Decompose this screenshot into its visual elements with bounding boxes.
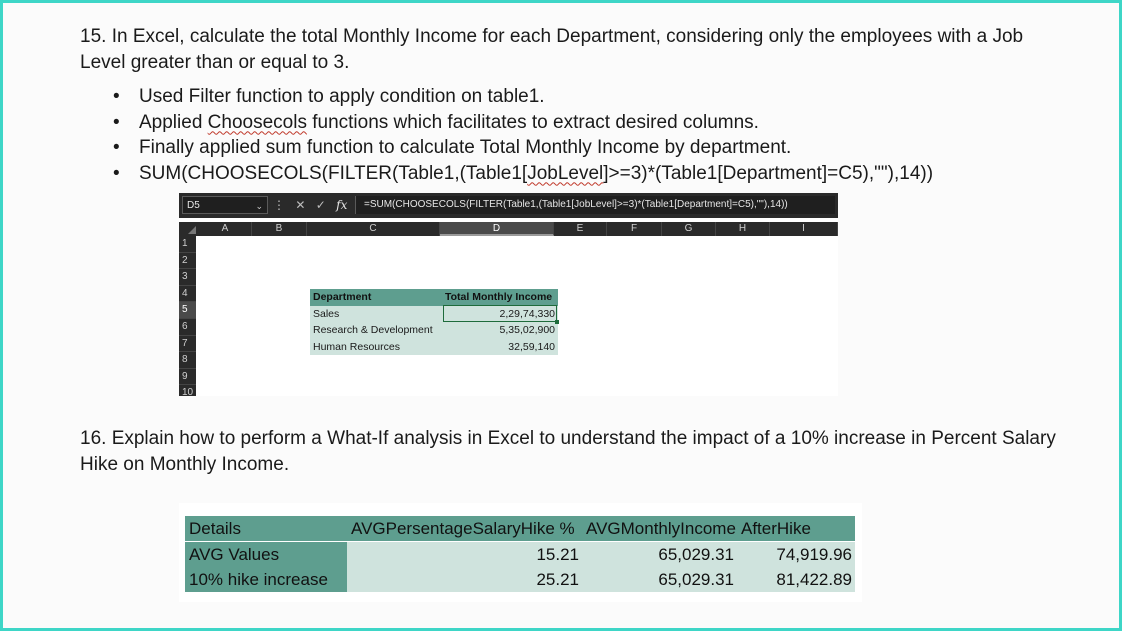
row-header[interactable]: 3 <box>179 269 196 286</box>
formula-bar: D5 ⌄ ⋮ ✕ ✓ fx =SUM(CHOOSECOLS(FILTER(Tabl… <box>179 193 838 218</box>
fx-icon[interactable]: fx <box>336 198 348 212</box>
cell[interactable]: 32,59,140 <box>508 340 555 353</box>
row-header[interactable]: 7 <box>179 336 196 353</box>
chevron-down-icon[interactable]: ⌄ <box>255 201 263 211</box>
table-row: AVG Values 15.21 65,029.31 74,919.96 <box>185 541 855 567</box>
formula-input[interactable]: =SUM(CHOOSECOLS(FILTER(Table1,(Table1[Jo… <box>355 196 835 214</box>
header-cell: AVGMonthlyIncome <box>586 519 736 538</box>
header-cell[interactable]: Department <box>313 291 372 303</box>
column-header[interactable]: E <box>554 222 607 236</box>
question-15: 15. In Excel, calculate the total Monthl… <box>80 26 1024 73</box>
row-header[interactable]: 2 <box>179 253 196 270</box>
column-header[interactable]: B <box>252 222 307 236</box>
table-row: Human Resources 32,59,140 <box>310 338 558 356</box>
row-headers: 1 2 3 4 5 6 7 8 9 10 <box>179 236 196 396</box>
column-headers: A B C D E F G H I <box>179 222 838 236</box>
table-row: Research & Development 5,35,02,900 <box>310 322 558 339</box>
cell[interactable]: Human Resources <box>313 340 400 353</box>
header-cell[interactable]: Total Monthly Income <box>445 291 553 303</box>
header-cell: AfterHike <box>741 519 811 538</box>
table-header-row: Details AVGPersentageSalaryHike % AVGMon… <box>185 516 855 541</box>
column-header[interactable]: C <box>307 222 440 236</box>
row-header[interactable]: 10 <box>179 385 196 396</box>
question-16: 16. Explain how to perform a What-If ana… <box>80 428 1056 475</box>
formula-bar-icons: ⋮ ✕ ✓ fx <box>273 196 354 214</box>
column-header[interactable]: A <box>199 222 252 236</box>
cancel-icon[interactable]: ✕ <box>295 198 306 212</box>
column-header[interactable]: D <box>440 222 554 236</box>
cell[interactable]: 2,29,74,330 <box>499 307 555 320</box>
row-label: AVG Values <box>185 541 347 567</box>
cell[interactable]: 5,35,02,900 <box>499 324 555 337</box>
table-header-row: Department Total Monthly Income <box>310 289 558 306</box>
cell: 25.21 <box>347 567 582 592</box>
row-header[interactable]: 1 <box>179 236 196 253</box>
column-header[interactable]: F <box>607 222 662 236</box>
header-cell: Details <box>185 516 347 541</box>
bullet-item: • Applied Choosecols functions which faci… <box>113 111 759 133</box>
cell: 15.21 <box>347 541 582 567</box>
row-header[interactable]: 5 <box>179 302 196 319</box>
row-header[interactable]: 9 <box>179 369 196 386</box>
header-cell: AVGPersentageSalaryHike % <box>351 519 575 538</box>
cell: 65,029.31 <box>582 541 737 567</box>
bullet-item: • Used Filter function to apply condition… <box>113 86 545 107</box>
select-all-corner[interactable] <box>179 222 199 236</box>
what-if-table: Details AVGPersentageSalaryHike % AVGMon… <box>179 503 862 602</box>
active-cell-d5[interactable] <box>443 305 559 324</box>
table-row: 10% hike increase 25.21 65,029.31 81,422… <box>185 567 855 592</box>
cell: 74,919.96 <box>737 541 855 567</box>
cell: 81,422.89 <box>737 567 855 592</box>
cell[interactable]: Research & Development <box>313 324 433 337</box>
check-icon[interactable]: ✓ <box>315 198 326 212</box>
bullet-item: • SUM(CHOOSECOLS(FILTER(Table1,(Table1[Jo… <box>113 162 934 184</box>
column-header[interactable]: H <box>716 222 770 236</box>
cell: 65,029.31 <box>582 567 737 592</box>
bullet-item: • Finally applied sum function to calcula… <box>113 137 792 158</box>
excel-screenshot: D5 ⌄ ⋮ ✕ ✓ fx =SUM(CHOOSECOLS(FILTER(Tabl… <box>179 193 838 396</box>
name-box[interactable]: D5 ⌄ <box>182 196 268 214</box>
table-row: Sales 2,29,74,330 <box>310 305 558 323</box>
row-header[interactable]: 8 <box>179 352 196 369</box>
cell[interactable]: Sales <box>313 307 340 320</box>
bullet-list: • Used Filter function to apply condition… <box>113 84 933 186</box>
more-icon[interactable]: ⋮ <box>273 198 285 212</box>
column-header[interactable]: I <box>770 222 838 236</box>
row-header[interactable]: 4 <box>179 286 196 303</box>
row-header[interactable]: 6 <box>179 319 196 336</box>
column-header[interactable]: G <box>662 222 716 236</box>
row-label: 10% hike increase <box>185 567 347 592</box>
